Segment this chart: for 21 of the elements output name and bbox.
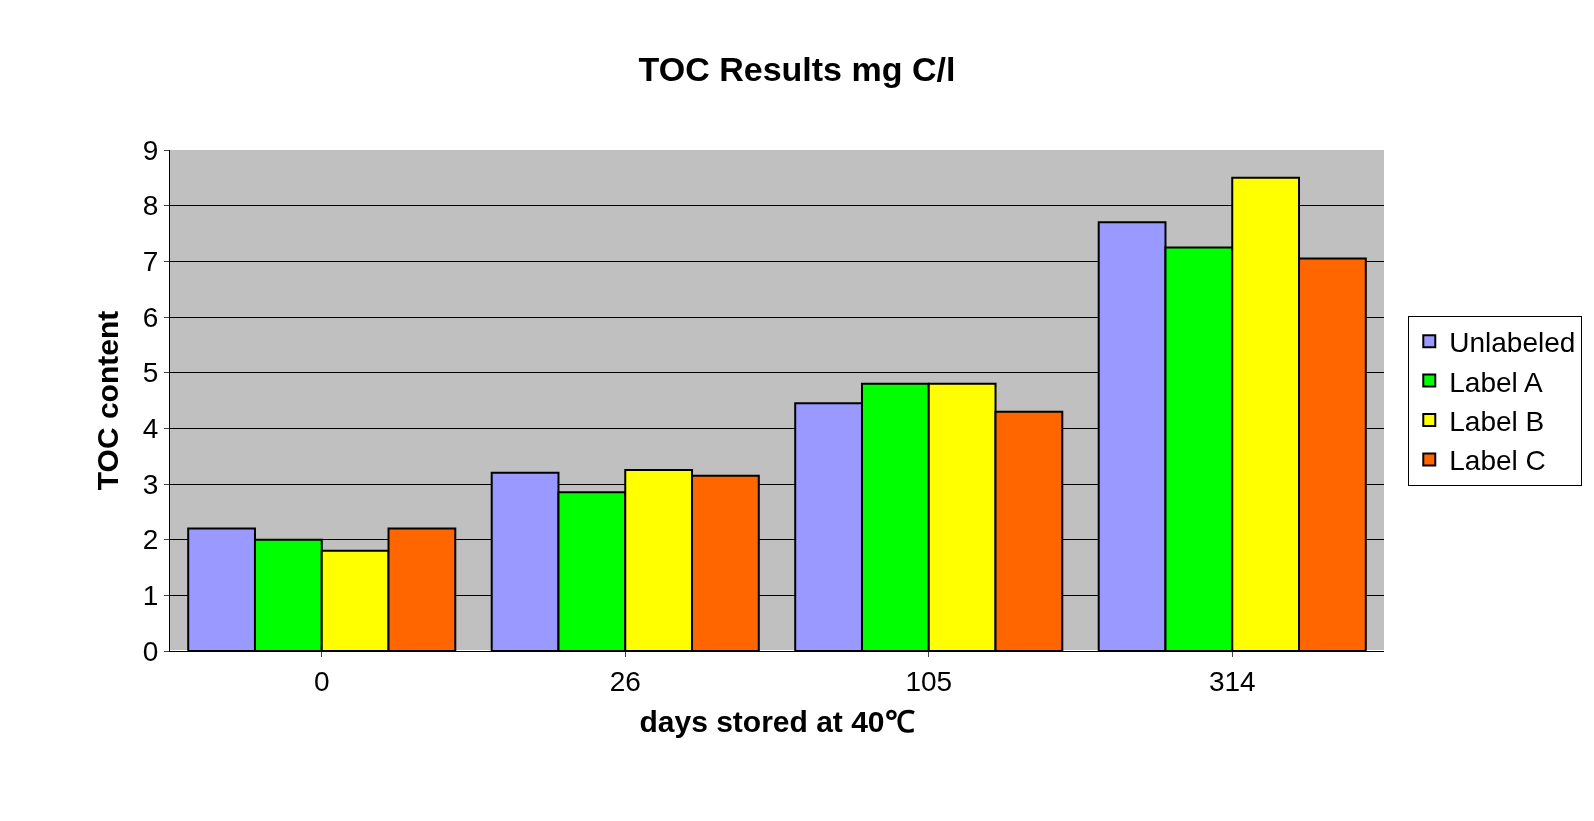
y-tick-label: 0	[142, 635, 159, 667]
y-tick-label: 7	[142, 246, 159, 278]
y-tick-label: 3	[142, 468, 159, 500]
y-tick-label: 1	[142, 580, 159, 612]
y-tick-label: 8	[142, 190, 159, 222]
y-tick-label: 2	[142, 524, 159, 556]
y-tick-label: 4	[142, 413, 159, 445]
x-tick-label: 26	[609, 665, 641, 697]
y-axis-title: TOC content	[90, 310, 124, 491]
x-tick-label: 105	[905, 665, 953, 697]
y-tick-label: 9	[142, 134, 159, 166]
x-axis-title: days stored at 40℃	[639, 705, 915, 739]
legend-label: Label B	[1449, 405, 1545, 437]
chart-title: TOC Results mg C/l	[638, 50, 956, 89]
y-tick-label: 5	[142, 357, 159, 389]
x-tick-label: 0	[313, 665, 330, 697]
legend-label: Label A	[1449, 366, 1544, 398]
y-tick-label: 6	[142, 301, 159, 333]
legend-label: Unlabeled	[1449, 327, 1576, 359]
legend-label: Label C	[1449, 445, 1546, 477]
x-tick-label: 314	[1208, 665, 1256, 697]
